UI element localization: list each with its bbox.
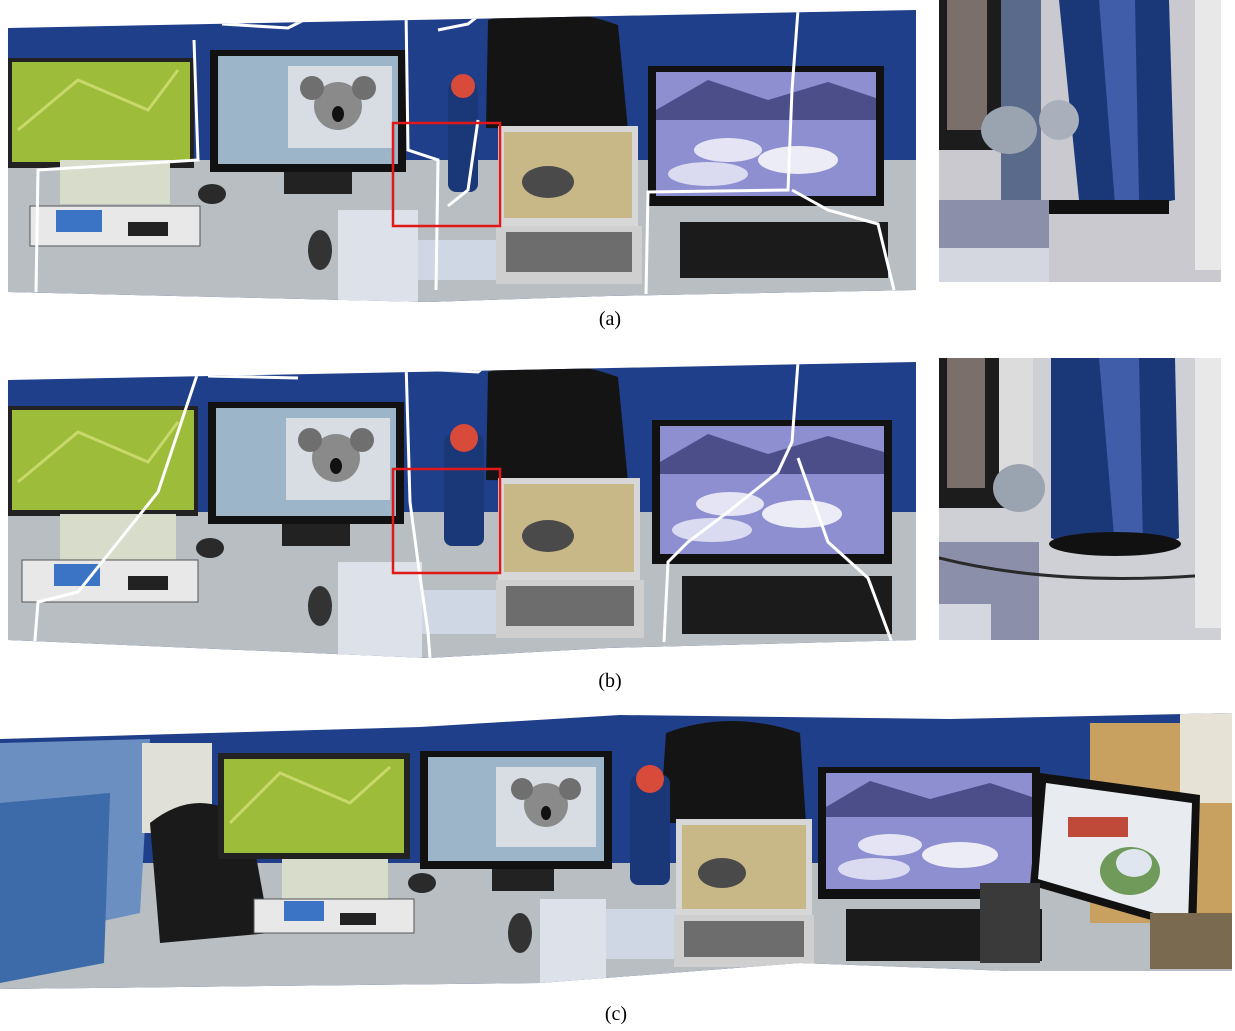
- zoom-inset-b: [939, 358, 1221, 640]
- panorama-a: [8, 10, 916, 302]
- caption-c: (c): [604, 1003, 628, 1025]
- caption-a: (a): [598, 308, 622, 330]
- panorama-c: [0, 713, 1232, 993]
- panorama-b: [8, 362, 916, 658]
- caption-b: (b): [598, 670, 622, 692]
- zoom-inset-a: [939, 0, 1221, 282]
